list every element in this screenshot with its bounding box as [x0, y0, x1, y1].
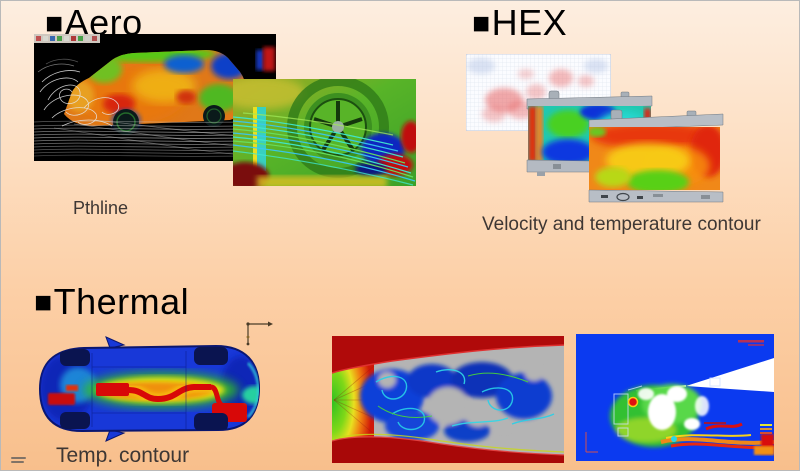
coordinate-axis-icon: [244, 320, 274, 348]
thermal-engine-contour-image: [576, 334, 774, 461]
thermal-caption: Temp. contour: [56, 444, 190, 467]
square-bullet-icon: ■: [472, 7, 491, 40]
thermal-section-title: ■ Thermal: [34, 281, 189, 323]
thermal-title-text: Thermal: [53, 281, 190, 322]
hex-section-title: ■ HEX: [472, 2, 567, 44]
hex-title-text: HEX: [491, 2, 568, 43]
square-bullet-icon: ■: [45, 7, 64, 40]
thermal-underbody-image: [26, 333, 271, 445]
hex-radiator-temperature-image: [583, 106, 729, 208]
aero-caption: Pthline: [73, 198, 129, 218]
aero-wheel-inset-image: [233, 79, 416, 186]
tiny-red-annotation-marks: [704, 340, 772, 434]
plot-axis-icon: [585, 432, 598, 453]
thermal-engine-streamlines-image: [332, 336, 564, 463]
cfd-toolbar-icons: [34, 34, 100, 43]
square-bullet-icon: ■: [34, 286, 53, 319]
hex-caption: Velocity and temperature contour: [482, 214, 761, 235]
aero-pathlines-image: [34, 34, 276, 161]
